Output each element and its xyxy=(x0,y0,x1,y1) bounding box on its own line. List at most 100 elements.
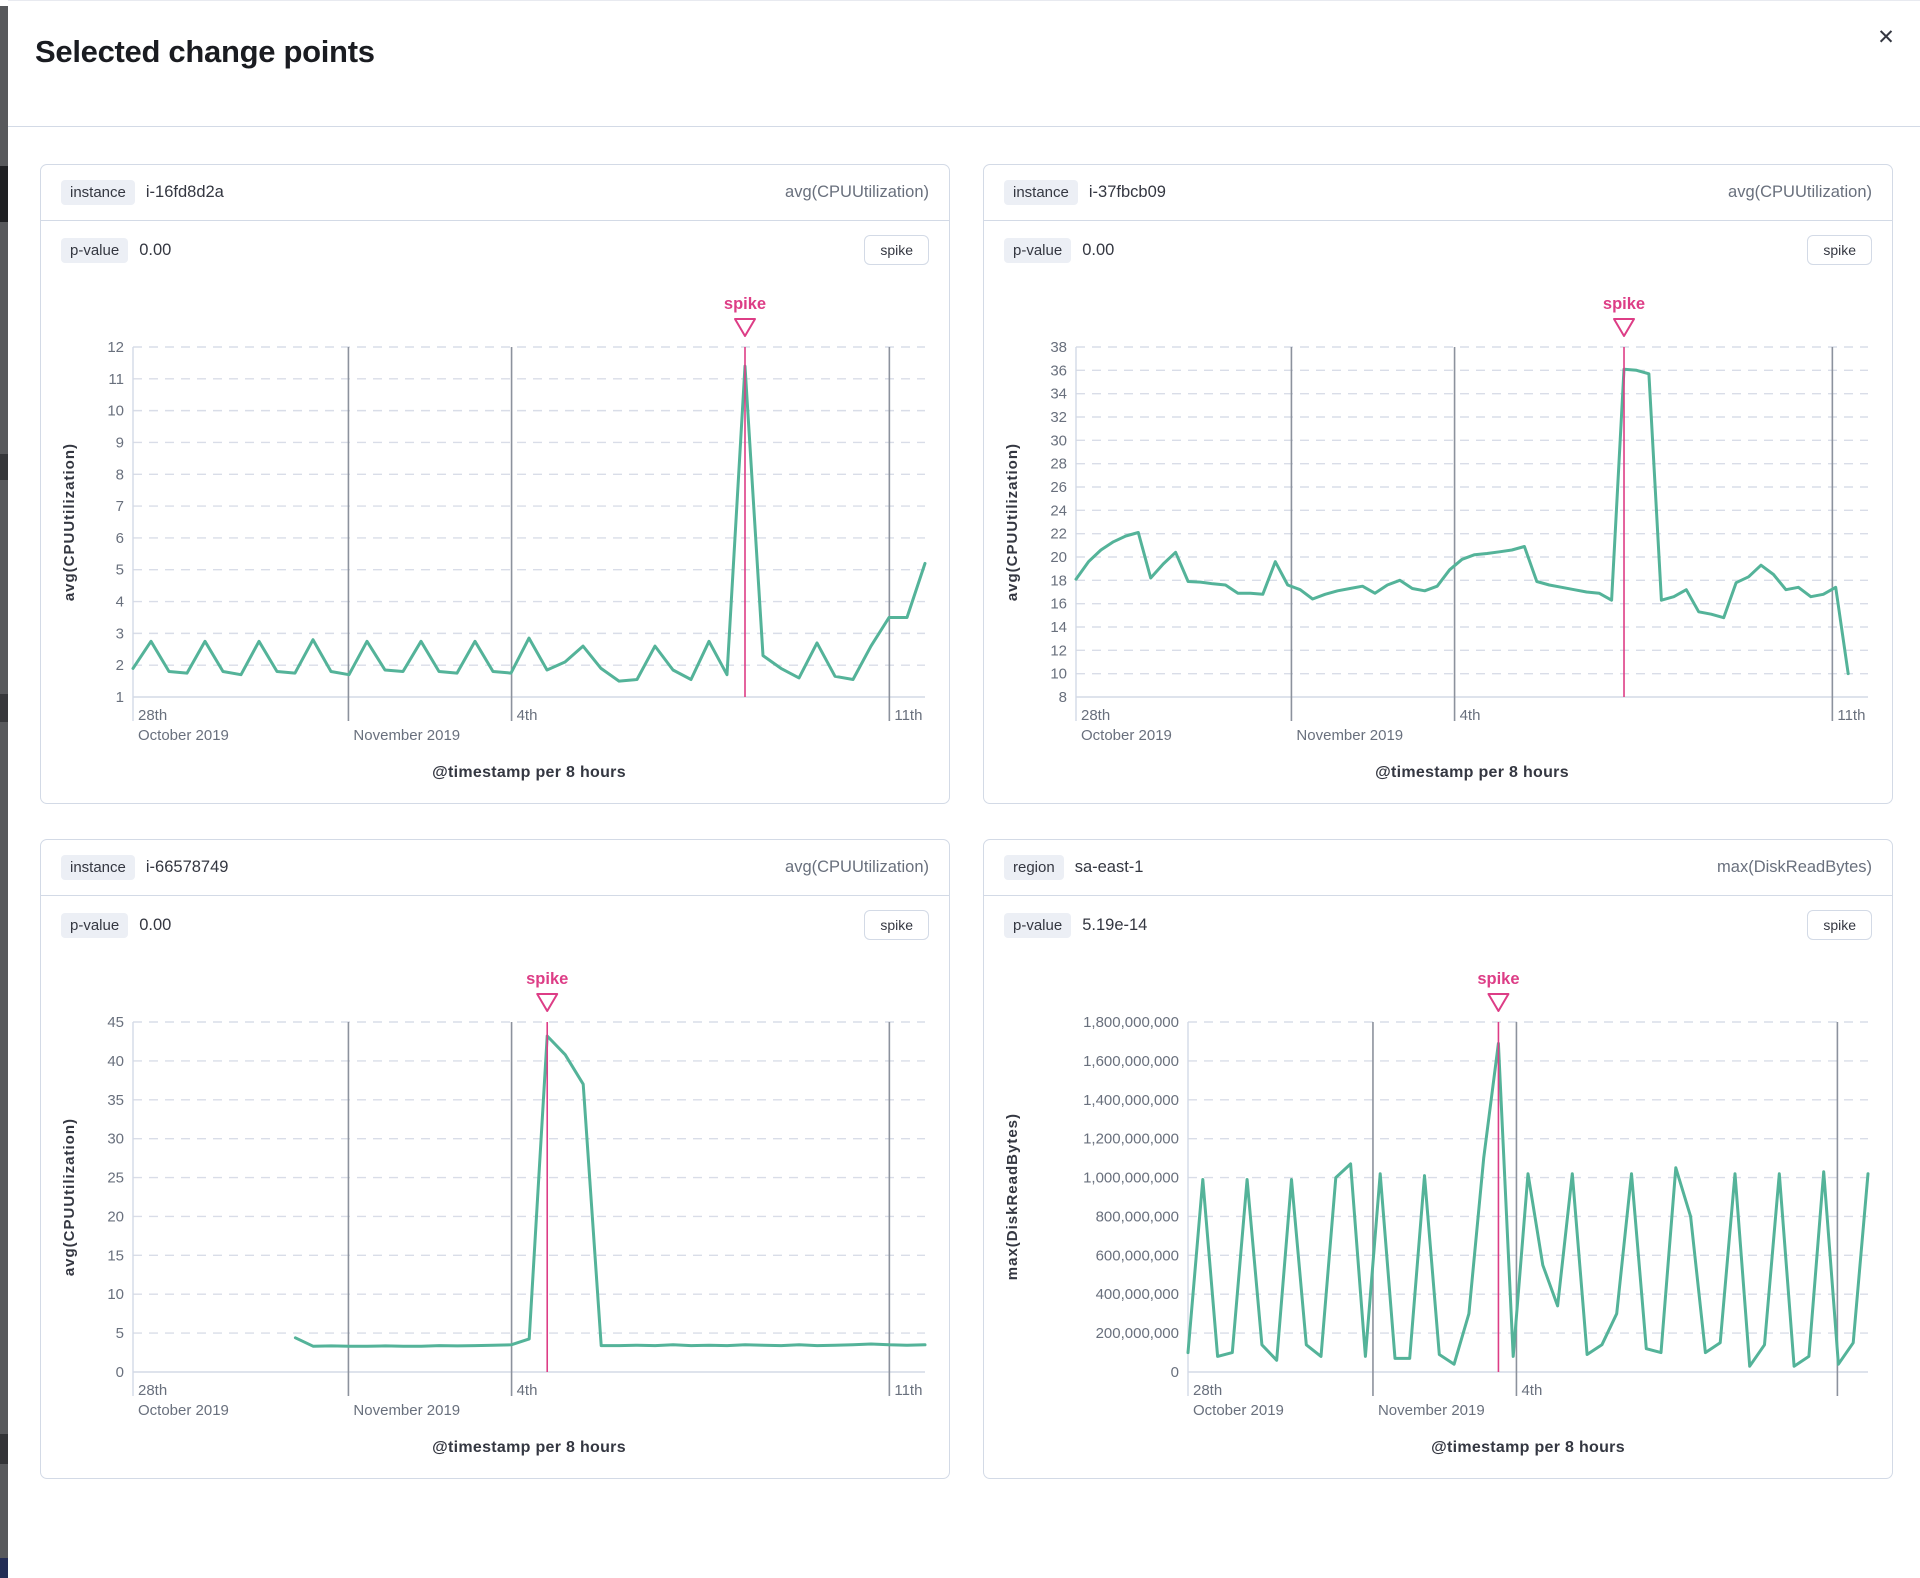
p-value-badge: p-value xyxy=(1004,912,1072,938)
p-value-badge: p-value xyxy=(61,237,129,263)
svg-text:25: 25 xyxy=(107,1170,124,1187)
modal-header: Selected change points ✕ xyxy=(8,1,1920,127)
svg-text:4th: 4th xyxy=(1460,707,1481,724)
svg-text:5: 5 xyxy=(116,562,124,579)
svg-text:@timestamp per 8 hours: @timestamp per 8 hours xyxy=(432,1439,626,1456)
field-value: i-37fbcb09 xyxy=(1088,183,1166,201)
field-name-badge: instance xyxy=(61,855,135,880)
svg-text:8: 8 xyxy=(116,466,124,483)
svg-text:35: 35 xyxy=(107,1092,124,1109)
metric-label: avg(CPUUtilization) xyxy=(785,858,929,876)
y-axis-title: max(DiskReadBytes) xyxy=(1003,1113,1021,1281)
svg-text:spike: spike xyxy=(1477,970,1519,988)
svg-text:1: 1 xyxy=(116,689,124,706)
svg-text:spike: spike xyxy=(526,970,568,988)
change-point-chart-3: 0 5 10 15 20 25 30 35 40 45 spike 28th October 2019 N… xyxy=(107,970,927,1456)
field-value: i-16fd8d2a xyxy=(145,183,224,201)
svg-text:800,000,000: 800,000,000 xyxy=(1096,1208,1179,1225)
p-value: 0.00 xyxy=(139,915,172,934)
svg-text:6: 6 xyxy=(116,530,124,547)
svg-text:2: 2 xyxy=(116,657,124,674)
svg-text:40: 40 xyxy=(107,1053,124,1070)
svg-text:10: 10 xyxy=(107,403,124,420)
svg-text:30: 30 xyxy=(107,1131,124,1148)
p-value: 0.00 xyxy=(1082,240,1115,259)
p-value-badge: p-value xyxy=(61,912,129,938)
close-icon[interactable]: ✕ xyxy=(1866,17,1906,57)
card-subheader: p-value 5.19e-14 spike xyxy=(984,896,1892,954)
background-fragment xyxy=(0,1434,8,1464)
chart-area: avg(CPUUtilization) 0 5 10 15 20 25 30 35 40 45 sp… xyxy=(41,954,949,1462)
svg-text:4: 4 xyxy=(116,594,124,611)
spike-type-button[interactable]: spike xyxy=(864,235,929,265)
y-axis-title: avg(CPUUtilization) xyxy=(60,442,78,602)
svg-text:@timestamp per 8 hours: @timestamp per 8 hours xyxy=(1431,1439,1625,1456)
svg-text:11th: 11th xyxy=(1837,707,1865,724)
svg-text:3: 3 xyxy=(116,625,124,642)
svg-text:0: 0 xyxy=(116,1364,124,1381)
field-name-badge: instance xyxy=(61,180,135,205)
y-axis-title: avg(CPUUtilization) xyxy=(60,1117,78,1277)
change-point-card-4: region sa-east-1 max(DiskReadBytes) p-va… xyxy=(983,839,1893,1479)
svg-text:15: 15 xyxy=(107,1247,124,1264)
svg-text:November 2019: November 2019 xyxy=(353,727,460,744)
svg-text:28th: 28th xyxy=(138,1382,167,1399)
change-point-cards-grid: instance i-16fd8d2a avg(CPUUtilization) … xyxy=(40,164,1893,1479)
change-point-card-3: instance i-66578749 avg(CPUUtilization) … xyxy=(40,839,950,1479)
svg-text:@timestamp per 8 hours: @timestamp per 8 hours xyxy=(1375,764,1569,781)
svg-text:9: 9 xyxy=(116,434,124,451)
svg-text:1,200,000,000: 1,200,000,000 xyxy=(1083,1131,1179,1148)
svg-text:16: 16 xyxy=(1050,596,1067,613)
svg-text:14: 14 xyxy=(1050,619,1067,636)
background-fragment xyxy=(0,1558,8,1578)
metric-label: avg(CPUUtilization) xyxy=(785,183,929,201)
change-point-card-2: instance i-37fbcb09 avg(CPUUtilization) … xyxy=(983,164,1893,804)
field-name-badge: region xyxy=(1004,855,1064,880)
card-subheader: p-value 0.00 spike xyxy=(41,221,949,279)
svg-text:8: 8 xyxy=(1059,689,1067,706)
svg-text:22: 22 xyxy=(1050,526,1067,543)
svg-text:32: 32 xyxy=(1050,409,1067,426)
svg-text:October 2019: October 2019 xyxy=(1081,727,1172,744)
svg-text:20: 20 xyxy=(1050,549,1067,566)
svg-text:October 2019: October 2019 xyxy=(138,727,229,744)
svg-text:26: 26 xyxy=(1050,479,1067,496)
field-value: i-66578749 xyxy=(145,858,229,876)
svg-text:400,000,000: 400,000,000 xyxy=(1096,1286,1179,1303)
svg-text:18: 18 xyxy=(1050,572,1067,589)
card-header: instance i-66578749 avg(CPUUtilization) xyxy=(41,840,949,896)
svg-text:10: 10 xyxy=(1050,666,1067,683)
metric-label: max(DiskReadBytes) xyxy=(1717,858,1872,876)
field-name-badge: instance xyxy=(1004,180,1078,205)
svg-text:24: 24 xyxy=(1050,502,1067,519)
background-fragment xyxy=(0,454,8,480)
card-header: instance i-16fd8d2a avg(CPUUtilization) xyxy=(41,165,949,221)
modal-title: Selected change points xyxy=(35,34,375,69)
svg-text:4th: 4th xyxy=(517,1382,538,1399)
selected-change-points-modal: Selected change points ✕ instance i-16fd… xyxy=(8,0,1920,1578)
svg-text:28th: 28th xyxy=(138,707,167,724)
svg-text:38: 38 xyxy=(1050,339,1067,356)
svg-text:11th: 11th xyxy=(894,707,922,724)
card-header: region sa-east-1 max(DiskReadBytes) xyxy=(984,840,1892,896)
card-subheader: p-value 0.00 spike xyxy=(41,896,949,954)
spike-type-button[interactable]: spike xyxy=(864,910,929,940)
svg-text:October 2019: October 2019 xyxy=(138,1402,229,1419)
svg-text:7: 7 xyxy=(116,498,124,515)
y-axis-title: avg(CPUUtilization) xyxy=(1003,442,1021,602)
svg-text:28th: 28th xyxy=(1081,707,1110,724)
svg-text:20: 20 xyxy=(107,1208,124,1225)
chart-area: avg(CPUUtilization) 8 10 12 14 16 18 20 22 24 26 2… xyxy=(984,279,1892,787)
svg-text:@timestamp per 8 hours: @timestamp per 8 hours xyxy=(432,764,626,781)
svg-text:30: 30 xyxy=(1050,432,1067,449)
svg-text:4th: 4th xyxy=(1521,1382,1542,1399)
svg-text:spike: spike xyxy=(1603,295,1645,313)
spike-type-button[interactable]: spike xyxy=(1807,235,1872,265)
p-value: 5.19e-14 xyxy=(1082,915,1148,934)
svg-text:28: 28 xyxy=(1050,456,1067,473)
spike-type-button[interactable]: spike xyxy=(1807,910,1872,940)
svg-text:12: 12 xyxy=(107,339,124,356)
background-page-edge xyxy=(0,6,8,1578)
metric-label: avg(CPUUtilization) xyxy=(1728,183,1872,201)
